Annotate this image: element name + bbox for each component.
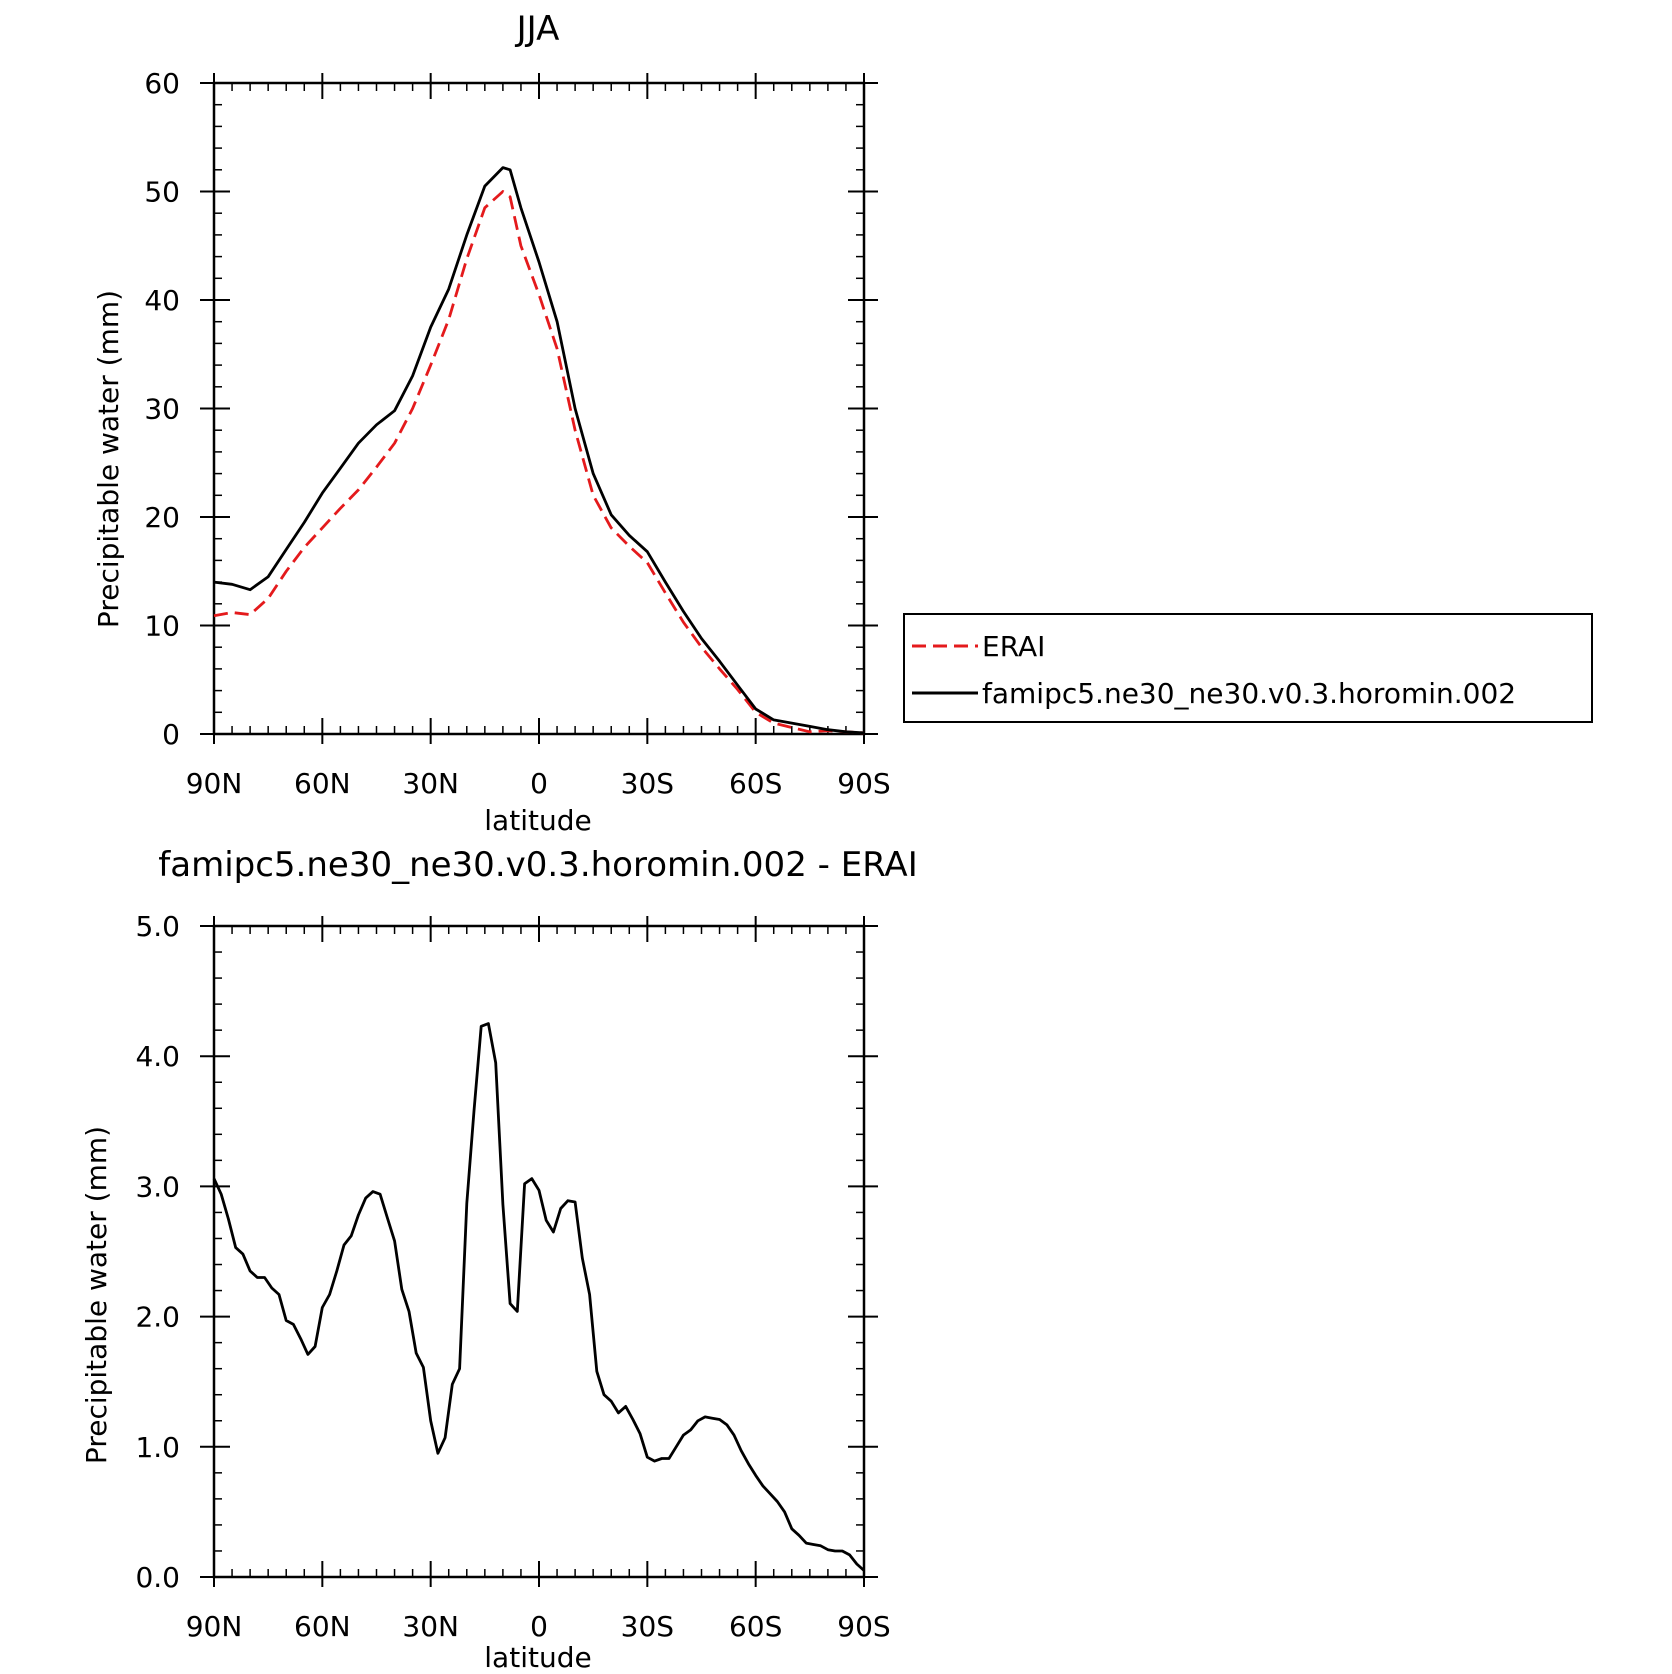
legend: ERAI famipc5.ne30_ne30.v0.3.horomin.002	[903, 613, 1593, 723]
bottom-x-axis-label: latitude	[484, 1641, 591, 1674]
top-x-tick-label: 90S	[837, 767, 890, 800]
bottom-axes: 90N 60N 30N 0 30S 60S 90S 0.0 1.0 2.0 3.0 4.0 5.0	[135, 910, 890, 1643]
top-series-line-erai	[213, 190, 865, 735]
top-x-tick-label: 30N	[402, 767, 459, 800]
bottom-y-tick-label: 4.0	[135, 1040, 180, 1073]
top-x-axis-label: latitude	[484, 804, 591, 837]
top-y-tick-label: 0	[162, 718, 180, 751]
top-y-tick-label: 60	[144, 67, 180, 100]
top-chart-title: JJA	[515, 9, 560, 49]
top-y-tick-label: 20	[144, 501, 180, 534]
top-y-tick-label: 50	[144, 176, 180, 209]
bottom-plot-frame	[212, 924, 866, 1579]
top-series-line-famipc5-ne30-ne30-v0-3-horomin-002	[213, 166, 865, 735]
top-axes: 90N 60N 30N 0 30S 60S 90S 0 10 20 30 40 50 60	[144, 67, 890, 800]
bottom-x-tick-label: 60S	[729, 1610, 782, 1643]
bottom-x-tick-label: 90N	[186, 1610, 243, 1643]
bottom-x-tick-label: 90S	[837, 1610, 890, 1643]
bottom-y-tick-label: 1.0	[135, 1431, 180, 1464]
legend-label-erai: ERAI	[982, 630, 1045, 663]
legend-label-model: famipc5.ne30_ne30.v0.3.horomin.002	[982, 677, 1516, 710]
bottom-y-axis-label: Precipitable water (mm)	[80, 1126, 113, 1464]
top-y-axis-label: Precipitable water (mm)	[92, 290, 125, 628]
top-panel: JJA 90N 60N 30N 0 30S 60S 90S 0 10 20 30 40 50 60 lat…	[92, 9, 1593, 837]
top-y-tick-label: 30	[144, 393, 180, 426]
top-x-tick-label: 30S	[621, 767, 674, 800]
top-x-tick-label: 90N	[186, 767, 243, 800]
bottom-y-tick-label: 2.0	[135, 1301, 180, 1334]
bottom-series-line-difference	[212, 1022, 865, 1572]
bottom-y-tick-label: 5.0	[135, 910, 180, 943]
top-x-tick-label: 60S	[729, 767, 782, 800]
bottom-panel: famipc5.ne30_ne30.v0.3.horomin.002 - ERA…	[80, 845, 918, 1674]
top-lines	[213, 166, 865, 735]
top-x-tick-label: 0	[530, 767, 548, 800]
bottom-lines	[212, 1022, 865, 1572]
bottom-x-tick-label: 30N	[402, 1610, 459, 1643]
bottom-x-tick-label: 60N	[294, 1610, 351, 1643]
bottom-chart-title: famipc5.ne30_ne30.v0.3.horomin.002 - ERA…	[158, 845, 917, 885]
top-y-tick-label: 40	[144, 284, 180, 317]
bottom-x-tick-label: 0	[530, 1610, 548, 1643]
top-x-tick-label: 60N	[294, 767, 351, 800]
bottom-y-tick-label: 3.0	[135, 1170, 180, 1203]
bottom-y-tick-label: 0.0	[135, 1561, 180, 1594]
legend-box	[903, 613, 1593, 723]
bottom-x-tick-label: 30S	[621, 1610, 674, 1643]
top-y-tick-label: 10	[144, 610, 180, 643]
top-plot-frame	[212, 81, 866, 736]
